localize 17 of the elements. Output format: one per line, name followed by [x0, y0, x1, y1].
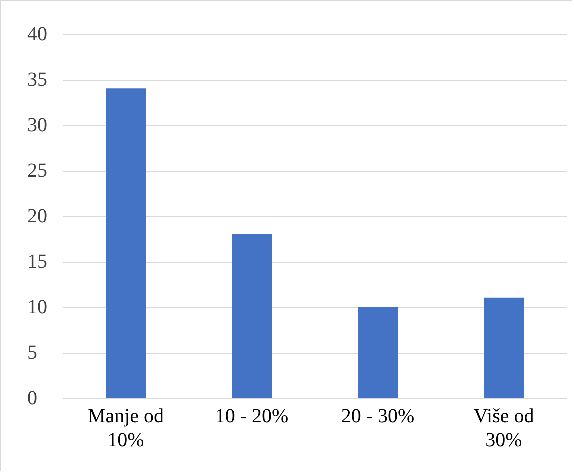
y-tick-label: 25 — [28, 160, 48, 182]
y-tick-label: 10 — [28, 296, 48, 318]
y-tick-label: 35 — [28, 69, 48, 91]
x-tick-label: 20 - 30% — [341, 406, 415, 428]
bar — [484, 298, 524, 398]
y-tick-label: 5 — [28, 342, 38, 364]
x-tick-label: 10 - 20% — [215, 406, 289, 428]
bar — [232, 234, 272, 398]
y-tick-label: 20 — [28, 206, 48, 228]
y-tick-label: 0 — [28, 388, 38, 410]
y-tick-label: 40 — [28, 24, 48, 46]
x-tick-label: Više od 30% — [474, 406, 534, 452]
y-tick-label: 30 — [28, 114, 48, 136]
x-tick-label: Manje od 10% — [88, 406, 164, 452]
bar — [106, 88, 146, 398]
bar — [358, 307, 398, 398]
y-tick-label: 15 — [28, 251, 48, 273]
